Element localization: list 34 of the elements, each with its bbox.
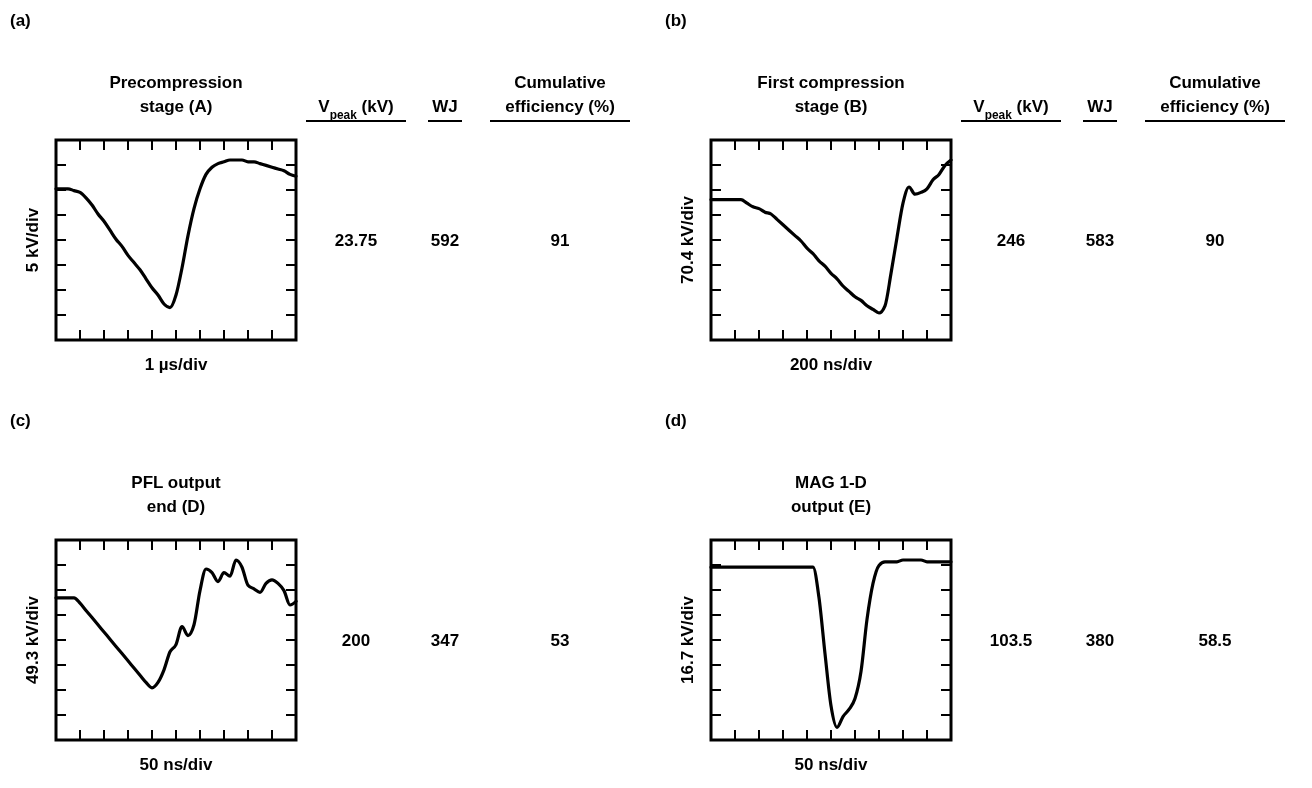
text: 91 xyxy=(550,231,570,250)
text: V$_{peak}$ (kV) xyxy=(318,97,394,122)
text: 58.5 xyxy=(1198,631,1232,650)
text: 23.75 xyxy=(334,231,378,250)
text: WJ xyxy=(432,97,458,116)
text: (d) xyxy=(665,411,687,430)
text: WJ xyxy=(1087,97,1113,116)
text: Cumulative efficiency (%) xyxy=(505,73,615,116)
text: 90 xyxy=(1205,231,1225,250)
chart-title: Precompression stage (A) xyxy=(109,73,243,116)
x-axis-title: 50 ns/div xyxy=(794,755,868,774)
text: 592 xyxy=(430,231,460,250)
text: (a) xyxy=(10,11,31,30)
chart-title: First compression stage (B) xyxy=(757,73,905,116)
text: 246 xyxy=(996,231,1026,250)
x-axis-title: 1 µs/div xyxy=(144,355,208,374)
text: 347 xyxy=(430,631,460,650)
y-axis-title: 16.7 kV/div xyxy=(678,595,697,684)
text: (b) xyxy=(665,11,687,30)
chart-title: PFL output end (D) xyxy=(131,473,222,516)
text: 200 xyxy=(341,631,371,650)
x-axis-title: 50 ns/div xyxy=(139,755,213,774)
text: 583 xyxy=(1085,231,1115,250)
x-axis-title: 200 ns/div xyxy=(789,355,873,374)
text: V$_{peak}$ (kV) xyxy=(973,97,1049,122)
y-axis-title: 70.4 kV/div xyxy=(678,195,697,284)
text: 380 xyxy=(1085,631,1115,650)
chart-title: MAG 1-D output (E) xyxy=(790,473,872,516)
text: Cumulative efficiency (%) xyxy=(1160,73,1270,116)
text: (c) xyxy=(10,411,31,430)
text: 53 xyxy=(550,631,570,650)
y-axis-title: 5 kV/div xyxy=(23,207,42,273)
text: 103.5 xyxy=(989,631,1033,650)
y-axis-title: 49.3 kV/div xyxy=(23,595,42,684)
